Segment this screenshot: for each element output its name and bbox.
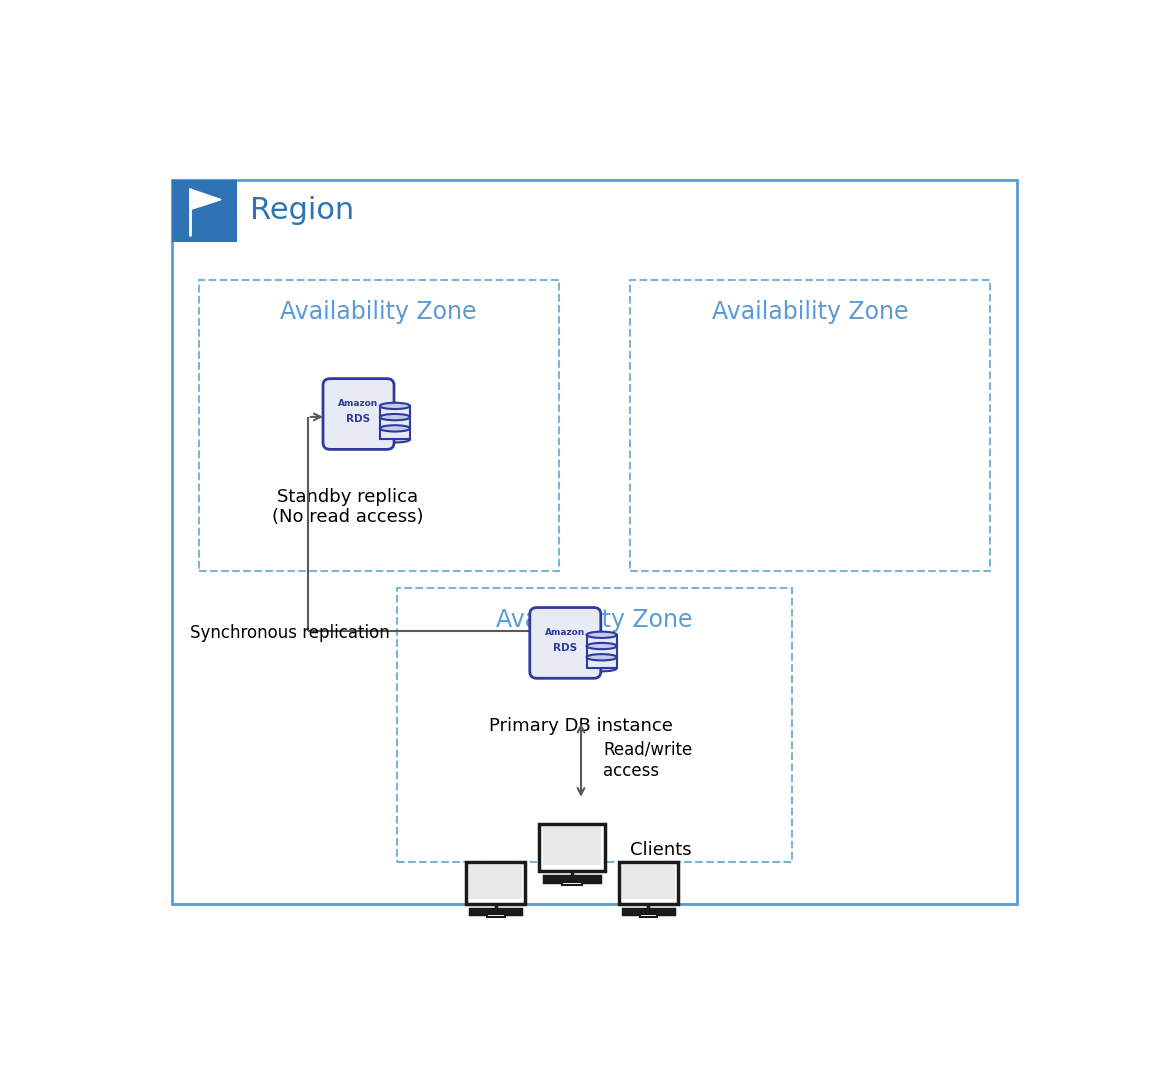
Bar [622, 865, 675, 899]
Text: Amazon: Amazon [545, 628, 586, 637]
Bar [631, 280, 991, 571]
Bar [587, 646, 617, 657]
Bar [563, 882, 582, 885]
Bar [587, 657, 617, 668]
Text: Clients: Clients [631, 841, 693, 859]
Text: Availability Zone: Availability Zone [281, 301, 477, 324]
Bar [200, 280, 559, 571]
Bar [397, 588, 792, 863]
Text: Synchronous replication: Synchronous replication [190, 625, 390, 642]
Ellipse shape [587, 631, 617, 638]
Ellipse shape [379, 403, 409, 409]
Ellipse shape [379, 437, 409, 442]
Bar [466, 862, 525, 904]
Ellipse shape [587, 665, 617, 671]
Text: Region: Region [251, 197, 355, 225]
Text: Primary DB instance: Primary DB instance [490, 717, 673, 735]
Text: Availability Zone: Availability Zone [496, 609, 693, 632]
Bar [470, 909, 521, 915]
Text: Read/write
access: Read/write access [603, 740, 693, 779]
Text: RDS: RDS [347, 414, 370, 424]
Bar [543, 827, 601, 865]
FancyBboxPatch shape [530, 608, 601, 678]
Bar [487, 915, 505, 917]
Bar [587, 635, 617, 645]
Text: Availability Zone: Availability Zone [712, 301, 908, 324]
Bar [172, 179, 237, 242]
Bar [623, 909, 674, 915]
Bar [544, 877, 601, 882]
Bar [379, 405, 409, 417]
Bar [379, 428, 409, 439]
Bar [618, 862, 679, 904]
FancyBboxPatch shape [322, 378, 394, 450]
Polygon shape [190, 189, 222, 210]
Text: Standby replica
(No read access): Standby replica (No read access) [271, 488, 423, 526]
Bar [639, 915, 658, 917]
Bar [470, 865, 522, 899]
Ellipse shape [379, 425, 409, 431]
Bar [539, 824, 606, 870]
Ellipse shape [587, 643, 617, 650]
Bar [172, 179, 1017, 904]
Text: Amazon: Amazon [339, 399, 378, 409]
Ellipse shape [379, 414, 409, 421]
Ellipse shape [587, 654, 617, 660]
Text: RDS: RDS [553, 642, 578, 653]
Bar [379, 417, 409, 428]
